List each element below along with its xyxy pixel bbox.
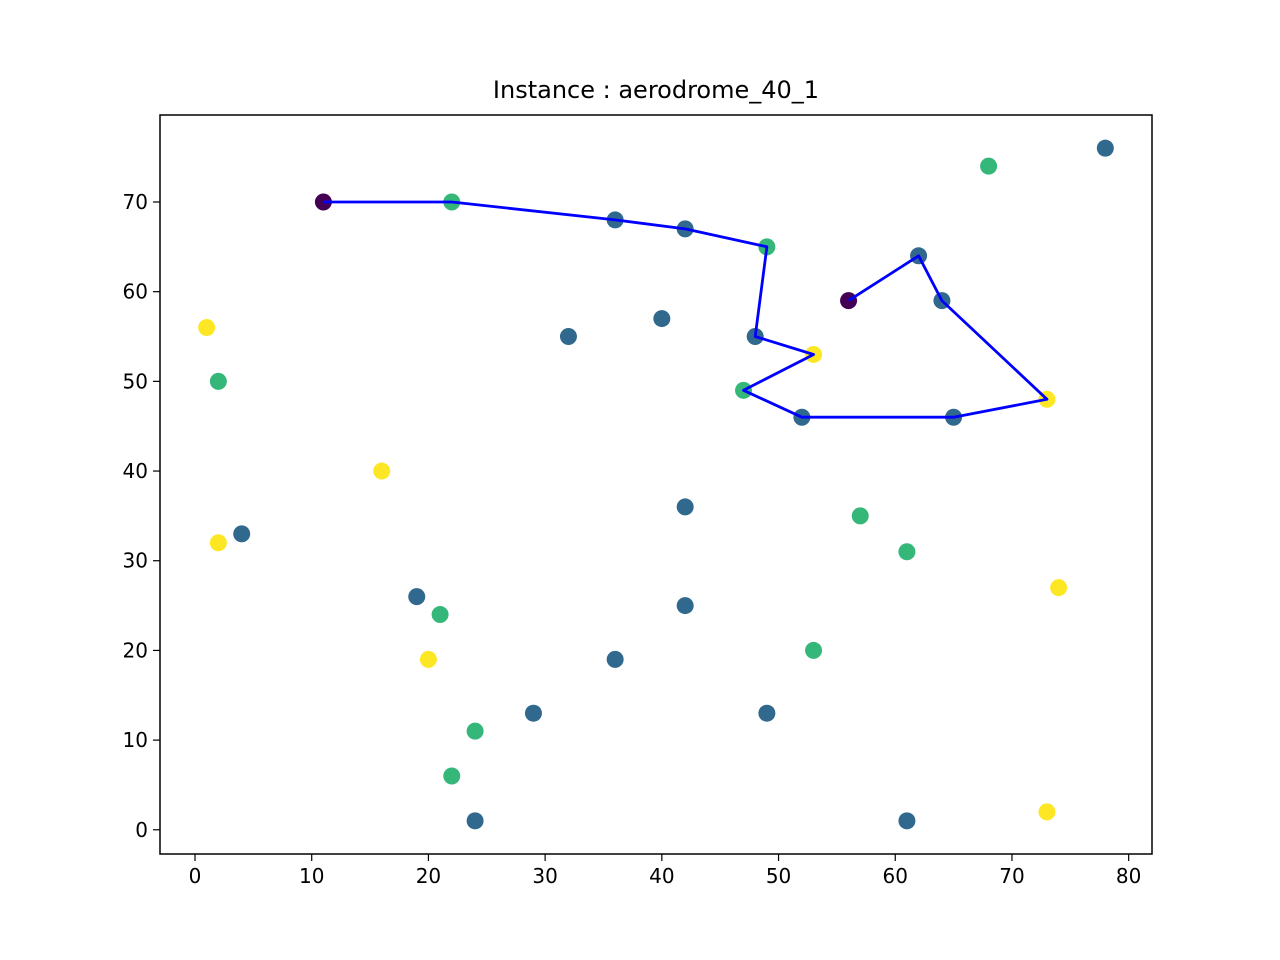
data-point — [653, 310, 671, 328]
x-tick-label: 80 — [1116, 864, 1141, 888]
plot-area: 0 10 20 30 40 50 60 70 80 0 10 20 30 40 50 60 70 — [123, 114, 1153, 888]
x-tick-label: 40 — [649, 864, 674, 888]
data-point — [524, 704, 542, 722]
data-point — [1096, 139, 1114, 157]
data-point — [1050, 579, 1068, 597]
route-line — [323, 200, 1049, 419]
y-tick-label: 70 — [123, 190, 148, 214]
chart-title: Instance : aerodrome_40_1 — [493, 76, 819, 104]
y-tick-label: 30 — [123, 549, 148, 573]
y-tick-label: 0 — [135, 818, 148, 842]
data-point — [431, 606, 449, 624]
data-point — [758, 704, 776, 722]
data-point — [840, 292, 858, 310]
data-point — [443, 767, 461, 785]
data-point — [898, 812, 916, 830]
data-point — [606, 650, 624, 668]
data-point — [209, 372, 227, 390]
y-tick-label: 20 — [123, 638, 148, 662]
data-point — [198, 319, 216, 337]
data-point — [980, 157, 998, 175]
x-tick-label: 30 — [532, 864, 557, 888]
data-point — [676, 498, 694, 516]
x-tick-label: 60 — [883, 864, 908, 888]
data-point — [419, 650, 437, 668]
data-point — [466, 812, 484, 830]
data-point — [851, 507, 869, 525]
x-tick-label: 0 — [189, 864, 202, 888]
x-tick-label: 10 — [299, 864, 324, 888]
y-tick-label: 10 — [123, 728, 148, 752]
data-point — [233, 525, 251, 543]
data-point — [209, 534, 227, 552]
x-tick-label: 70 — [999, 864, 1024, 888]
data-point — [805, 641, 823, 659]
data-point — [408, 588, 426, 606]
data-point — [1038, 803, 1056, 821]
data-point — [898, 543, 916, 561]
x-tick-label: 20 — [416, 864, 441, 888]
x-tick-label: 50 — [766, 864, 791, 888]
data-point — [373, 462, 391, 480]
y-tick-label: 40 — [123, 459, 148, 483]
data-point — [559, 328, 577, 346]
y-tick-label: 50 — [123, 369, 148, 393]
data-point — [314, 193, 332, 211]
axes-frame — [159, 114, 1153, 855]
y-tick-label: 60 — [123, 280, 148, 304]
data-point — [466, 722, 484, 740]
data-point — [676, 597, 694, 615]
